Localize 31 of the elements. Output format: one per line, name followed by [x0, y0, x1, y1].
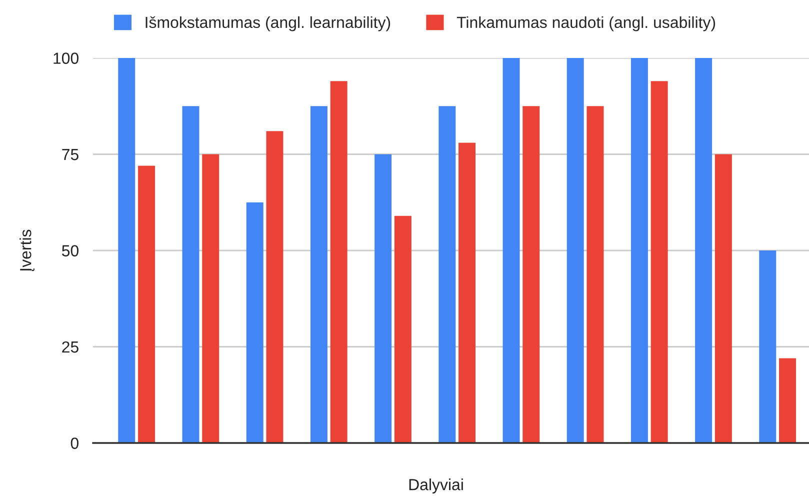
bar — [759, 250, 776, 443]
bar — [246, 202, 264, 443]
bar — [779, 358, 796, 443]
y-tick-label: 50 — [62, 245, 78, 256]
legend-label: Išmokstamumas (angl. learnability) — [146, 16, 390, 32]
bar — [502, 58, 520, 443]
y-tick-label: 0 — [70, 438, 78, 449]
legend-label: Tinkamumas naudoti (angl. usability) — [456, 16, 716, 32]
x-axis-title: Dalyviai — [409, 478, 463, 494]
bar — [310, 106, 328, 443]
bar — [630, 58, 648, 443]
y-tick-label: 25 — [62, 341, 78, 353]
y-axis-title: Įvertis — [20, 230, 34, 272]
bar — [202, 154, 220, 443]
bar — [394, 216, 412, 443]
bar — [522, 106, 540, 443]
y-tick-label: 100 — [54, 52, 78, 64]
y-tick-label: 75 — [62, 149, 78, 160]
bar — [695, 58, 712, 443]
bar — [458, 142, 476, 443]
bar — [266, 131, 284, 443]
bar — [330, 81, 348, 443]
bar — [138, 166, 156, 443]
bar — [182, 106, 200, 443]
bar — [714, 154, 732, 443]
bar — [650, 81, 668, 443]
bar — [438, 106, 456, 443]
bar — [586, 106, 604, 443]
bar — [118, 58, 136, 443]
bar — [566, 58, 584, 443]
bar — [374, 154, 392, 443]
